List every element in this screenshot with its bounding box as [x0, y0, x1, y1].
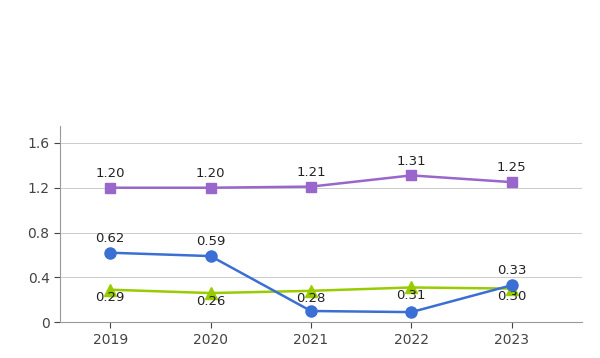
Text: 0.09: 0.09 — [0, 357, 1, 358]
Text: 0.33: 0.33 — [497, 264, 526, 277]
Text: 0.26: 0.26 — [196, 295, 225, 308]
Text: 1.21: 1.21 — [296, 166, 326, 179]
Text: 0.59: 0.59 — [196, 235, 225, 248]
Text: 1.31: 1.31 — [397, 155, 426, 168]
Text: 0.62: 0.62 — [95, 232, 125, 245]
Text: 0.28: 0.28 — [296, 292, 326, 305]
Text: 0.29: 0.29 — [95, 291, 125, 304]
Legend: Average for the Japanese manufacturing sector, Average for the Japanese manufact: Average for the Japanese manufacturing s… — [77, 0, 600, 66]
Text: 1.20: 1.20 — [95, 167, 125, 180]
Text: 0.30: 0.30 — [497, 290, 526, 303]
Text: 1.20: 1.20 — [196, 167, 226, 180]
Text: 0.10: 0.10 — [0, 357, 1, 358]
Text: 1.25: 1.25 — [497, 161, 527, 174]
Text: 0.31: 0.31 — [397, 289, 426, 302]
